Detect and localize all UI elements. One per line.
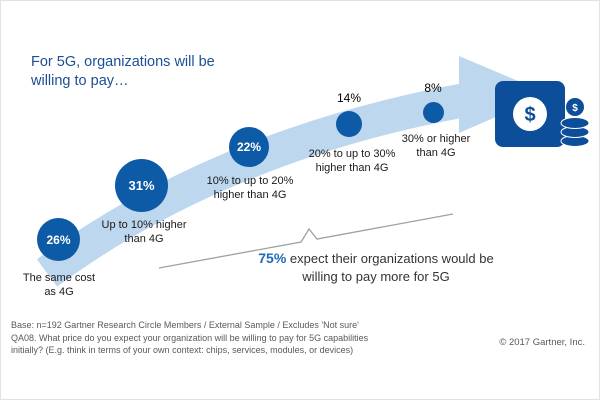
bubble-value: 22% <box>236 140 262 154</box>
bubble-20-to-30 <box>336 111 362 137</box>
bubble-label: Up to 10% higher than 4G <box>101 219 187 245</box>
coin-stack-icon: $ <box>560 97 590 147</box>
source-line: Base: n=192 Gartner Research Circle Memb… <box>11 320 359 330</box>
bubble-30-plus <box>423 102 444 123</box>
callout-highlight: 75% <box>258 250 287 266</box>
source-note: Base: n=192 Gartner Research Circle Memb… <box>11 319 451 357</box>
bubble-label: 10% to up to 20% higher than 4G <box>206 175 294 201</box>
bracket-line <box>158 213 454 269</box>
bubble-label: The same cost as 4G <box>22 272 96 298</box>
source-line: QA08. What price do you expect your orga… <box>11 332 369 343</box>
bubble-value: 14% <box>336 91 362 105</box>
coin-dollar-sign-icon: $ <box>572 103 578 114</box>
bubble-value: 31% <box>128 178 155 193</box>
callout-text: expect their organizations would be will… <box>289 251 494 284</box>
bubble-label: 20% to up to 30% higher than 4G <box>308 148 396 174</box>
chart-title: For 5G, organizations will be willing to… <box>31 54 215 89</box>
copyright-notice: © 2017 Gartner, Inc. <box>499 337 585 348</box>
bubble-value: 8% <box>424 81 442 95</box>
bubble-10-to-20: 22% <box>229 127 269 167</box>
callout-annotation: 75% expect their organizations would be … <box>244 249 508 285</box>
bubble-same-cost: 26% <box>37 218 80 261</box>
bubble-label: 30% or higher than 4G <box>401 133 471 159</box>
source-line: initially? (E.g. think in terms of your … <box>11 345 354 356</box>
dollar-sign-icon: $ <box>524 104 535 126</box>
bubble-value: 26% <box>46 232 71 247</box>
money-bill-icon: $ <box>495 81 565 147</box>
arrow-band <box>36 82 474 287</box>
bubble-up-to-10: 31% <box>115 159 168 212</box>
